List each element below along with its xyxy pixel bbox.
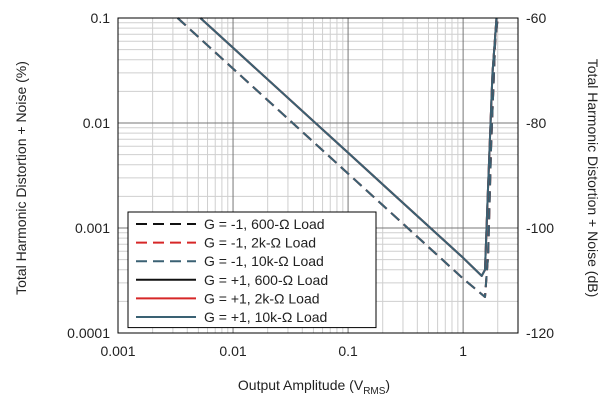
series-line [176, 17, 499, 298]
y-tick-label: 0.0001 [67, 325, 110, 341]
y2-tick-labels: -60 -80 -100 -120 [526, 10, 554, 341]
y2-tick-label: -60 [526, 10, 546, 26]
legend-box [127, 211, 377, 329]
x-tick-label: 0.001 [100, 343, 135, 359]
legend-label: G = -1, 2k-Ω Load [204, 235, 316, 251]
legend-label: G = -1, 600-Ω Load [204, 216, 325, 232]
legend-label: G = -1, 10k-Ω Load [204, 253, 324, 269]
y-axis-title: Total Harmonic Distortion + Noise (%) [13, 61, 29, 295]
series-layer [176, 17, 499, 298]
x-axis-title-main: Output Amplitude (V [238, 377, 364, 393]
y-tick-label: 0.01 [83, 115, 110, 131]
x-tick-label: 0.01 [219, 343, 246, 359]
x-axis-title: Output Amplitude (VRMS) [238, 377, 390, 397]
legend: G = -1, 600-Ω Load G = -1, 2k-Ω Load G = -… [127, 211, 377, 329]
x-tick-label: 0.1 [338, 343, 358, 359]
y-tick-labels: 0.1 0.01 0.001 0.0001 [67, 10, 110, 341]
y-tick-label: 0.1 [91, 10, 111, 26]
legend-label: G = +1, 600-Ω Load [204, 272, 328, 288]
plot-frame [117, 17, 519, 334]
x-tick-label: 1 [459, 343, 467, 359]
legend-label: G = +1, 2k-Ω Load [204, 290, 320, 306]
x-axis-title-end: ) [385, 377, 390, 393]
y2-tick-label: -100 [526, 220, 554, 236]
y2-tick-label: -80 [526, 115, 546, 131]
y2-tick-label: -120 [526, 325, 554, 341]
x-axis-title-sub: RMS [363, 386, 386, 397]
series-line [199, 17, 498, 277]
x-tick-labels: 0.001 0.01 0.1 1 [100, 343, 467, 359]
y-tick-label: 0.001 [75, 220, 110, 236]
legend-label: G = +1, 10k-Ω Load [204, 309, 327, 325]
y2-axis-title: Total Harmonic Distortion + Noise (dB) [585, 59, 601, 297]
